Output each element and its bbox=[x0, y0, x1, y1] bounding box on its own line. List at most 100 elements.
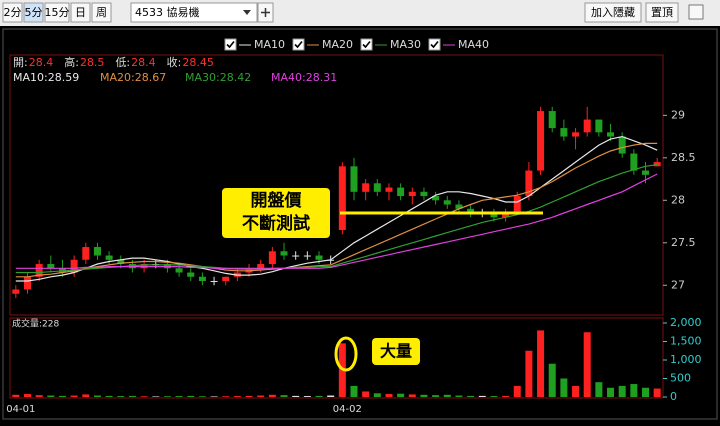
window-icon[interactable] bbox=[688, 4, 704, 20]
candle-body bbox=[467, 208, 475, 214]
ma-readout-value: 28.59 bbox=[48, 71, 80, 84]
candle-body bbox=[525, 170, 533, 197]
candle-body bbox=[105, 255, 113, 260]
period-button[interactable] bbox=[70, 2, 91, 23]
volume-readout: 228 bbox=[42, 320, 59, 330]
candle-body bbox=[257, 264, 265, 269]
dropdown-arrow[interactable] bbox=[243, 10, 251, 15]
volume-bar bbox=[105, 395, 113, 397]
info-label: 收: bbox=[167, 55, 182, 69]
volume-bar bbox=[70, 395, 78, 397]
y-tick-label: 29 bbox=[671, 108, 685, 121]
legend-checkbox[interactable] bbox=[360, 38, 373, 51]
annotation-text: 大量 bbox=[380, 342, 412, 361]
legend-check bbox=[362, 40, 371, 49]
candle-body bbox=[210, 281, 218, 283]
volume-label: 成交量: bbox=[12, 318, 42, 330]
period-label: 日 bbox=[75, 6, 86, 19]
volume-bar bbox=[12, 394, 20, 397]
period-button[interactable] bbox=[91, 2, 112, 23]
volume-highlight bbox=[334, 336, 358, 372]
candle-body bbox=[280, 251, 288, 256]
toolbar-items: 2分 5分 15分日周 4533 協易機 加入隱藏 置頂 bbox=[2, 2, 704, 23]
x-tick-label: 04-02 bbox=[333, 404, 362, 415]
volume-bar bbox=[618, 385, 626, 397]
volume-bar bbox=[245, 395, 253, 397]
symbol-text: 4533 協易機 bbox=[135, 5, 200, 19]
volume-bar bbox=[187, 395, 195, 397]
period-label: 5分 bbox=[25, 6, 43, 19]
volume-bar bbox=[408, 394, 416, 397]
volume-bar bbox=[233, 396, 241, 397]
volume-bar bbox=[525, 350, 533, 397]
volume-bar bbox=[257, 395, 265, 397]
candle-body bbox=[455, 204, 463, 209]
legend-label: MA30 bbox=[390, 38, 421, 51]
candle-body bbox=[618, 136, 626, 154]
volume-bar bbox=[513, 385, 521, 397]
volume-bar bbox=[432, 395, 440, 397]
toolbar-button[interactable] bbox=[584, 2, 642, 23]
candle-body bbox=[292, 255, 300, 257]
volume-bar bbox=[502, 395, 510, 397]
candle-body bbox=[408, 191, 416, 197]
ma-line bbox=[15, 142, 658, 278]
legend-label: MA20 bbox=[322, 38, 353, 51]
candle-body bbox=[420, 191, 428, 197]
period-button[interactable] bbox=[44, 2, 70, 23]
period-button[interactable] bbox=[2, 2, 23, 23]
volume-bar bbox=[607, 387, 615, 397]
annotation-box bbox=[222, 188, 330, 238]
ma-line bbox=[15, 135, 658, 282]
annotation-text: 開盤價 bbox=[251, 190, 303, 211]
candle-body bbox=[268, 251, 276, 265]
candle-body bbox=[432, 196, 440, 201]
candle-body bbox=[222, 276, 230, 282]
volume-bar bbox=[315, 395, 323, 397]
candle-body bbox=[70, 259, 78, 273]
candle-body bbox=[502, 213, 510, 218]
candle-body bbox=[595, 119, 603, 133]
period-button[interactable] bbox=[23, 2, 44, 23]
legend-checkbox[interactable] bbox=[428, 38, 441, 51]
info-label: 高: bbox=[64, 55, 79, 69]
volume-bar bbox=[117, 396, 125, 397]
toolbar-button[interactable] bbox=[645, 2, 679, 23]
period-label: 15分 bbox=[45, 6, 70, 19]
volume-bar bbox=[93, 395, 101, 397]
candle-body bbox=[198, 276, 206, 282]
volume-tick-label: 0 bbox=[670, 390, 677, 403]
volume-bar bbox=[268, 394, 276, 397]
volume-bar bbox=[583, 332, 591, 397]
volume-bar bbox=[292, 395, 300, 397]
volume-bar bbox=[595, 382, 603, 397]
legend-checkbox[interactable] bbox=[292, 38, 305, 51]
candle-body bbox=[362, 183, 370, 192]
candle-body bbox=[35, 264, 43, 277]
candle-body bbox=[23, 276, 31, 290]
legend-checkbox[interactable] bbox=[224, 38, 237, 51]
volume-bar bbox=[47, 395, 55, 397]
legend-label: MA10 bbox=[254, 38, 285, 51]
volume-panel bbox=[9, 317, 664, 399]
candle-body bbox=[443, 200, 451, 205]
volume-bar bbox=[350, 385, 358, 397]
volume-bar bbox=[198, 396, 206, 397]
legend-check bbox=[294, 40, 303, 49]
volume-bar bbox=[303, 396, 311, 397]
volume-bar bbox=[572, 385, 580, 397]
annotation-box bbox=[372, 338, 420, 365]
volume-tick-label: 500 bbox=[670, 372, 691, 385]
candle-body bbox=[117, 259, 125, 265]
volume-bar bbox=[35, 395, 43, 397]
volume-bar bbox=[478, 395, 486, 397]
y-tick-label: 27 bbox=[671, 278, 685, 291]
candle-body bbox=[338, 166, 346, 231]
toolbar-button-label: 置頂 bbox=[651, 6, 673, 19]
symbol-input[interactable] bbox=[130, 2, 258, 23]
info-value: 28.45 bbox=[182, 56, 214, 69]
period-label: 2分 bbox=[4, 6, 22, 19]
info-label: 開: bbox=[13, 56, 28, 69]
candle-body bbox=[315, 255, 323, 260]
